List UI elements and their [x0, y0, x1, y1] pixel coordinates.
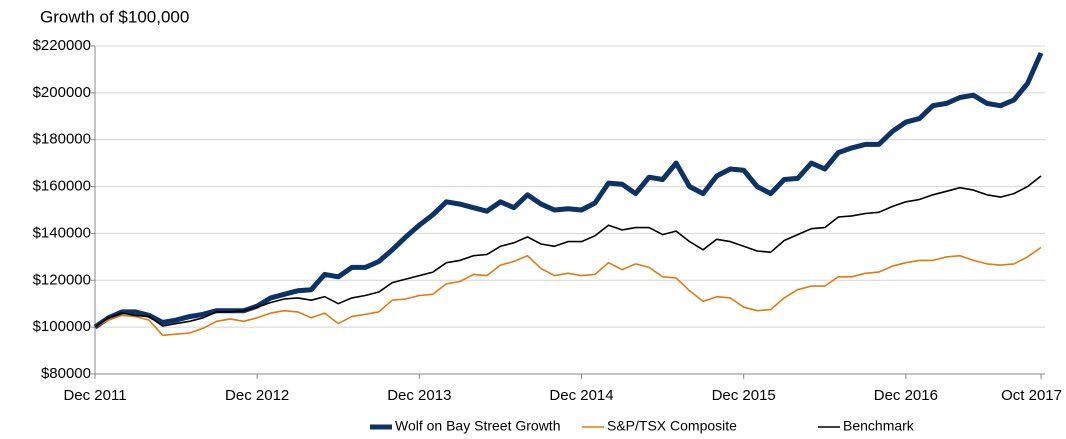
y-tick-label: $120000 [33, 271, 91, 288]
series-line [94, 246, 1042, 337]
y-tick-label: $160000 [33, 178, 91, 195]
series-line [94, 175, 1042, 328]
y-tick-label: $180000 [33, 131, 91, 148]
legend-label: Wolf on Bay Street Growth [395, 418, 560, 434]
series-line [93, 51, 1044, 330]
x-tick-label: Dec 2016 [874, 387, 938, 404]
y-tick-label: $80000 [41, 365, 91, 382]
legend-label: S&P/TSX Composite [607, 418, 737, 434]
x-tick-label: Dec 2012 [225, 387, 289, 404]
x-tick-label: Dec 2013 [387, 387, 451, 404]
x-tick-label: Oct 2017 [1001, 387, 1062, 404]
chart-title: Growth of $100,000 [40, 7, 189, 26]
x-tick-label: Dec 2015 [712, 387, 776, 404]
x-tick-label: Dec 2014 [549, 387, 613, 404]
y-tick-label: $140000 [33, 224, 91, 241]
x-tick-label: Dec 2011 [63, 387, 126, 404]
y-tick-label: $100000 [33, 318, 91, 335]
legend-label: Benchmark [843, 418, 915, 434]
y-tick-label: $220000 [33, 37, 91, 54]
y-tick-label: $200000 [33, 84, 91, 101]
